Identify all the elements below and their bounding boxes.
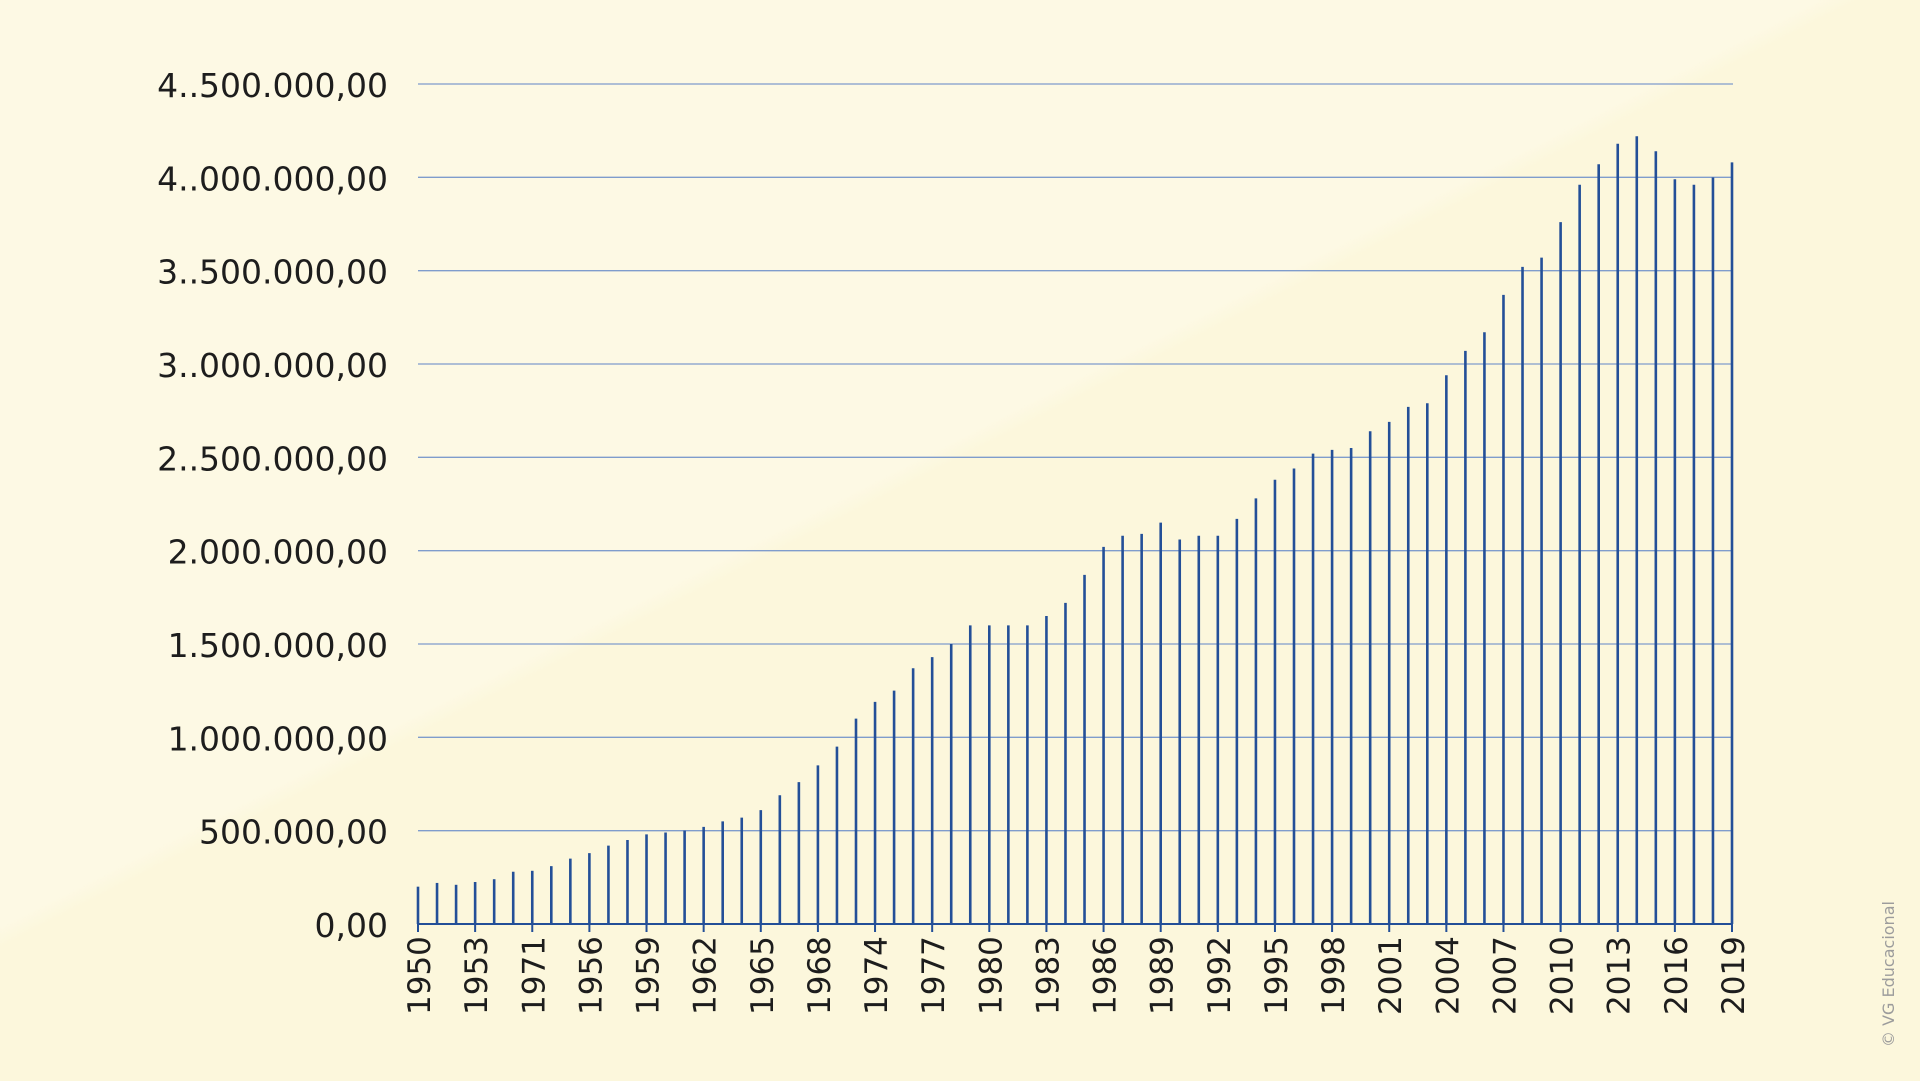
- x-tick-label: 1983: [1030, 936, 1066, 1015]
- x-tick-label: 1980: [973, 936, 1009, 1015]
- y-tick-label: 500.000,00: [199, 813, 388, 852]
- y-tick-label: 3..500.000,00: [157, 253, 388, 292]
- x-tick-label: 1977: [916, 936, 952, 1015]
- x-tick-label: 1965: [745, 936, 781, 1015]
- y-tick-label: 2..500.000,00: [157, 439, 388, 478]
- y-tick-label: 2.000.000,00: [168, 533, 388, 572]
- x-tick-label: 1968: [802, 936, 838, 1015]
- y-tick-label: 0,00: [315, 906, 388, 945]
- x-tick-label: 1956: [573, 936, 609, 1015]
- x-tick-label: 2007: [1487, 936, 1523, 1015]
- x-tick-label: 1962: [688, 936, 724, 1015]
- y-tick-label: 4..500.000,00: [157, 66, 388, 105]
- x-tick-label: 2013: [1602, 936, 1638, 1015]
- y-tick-label: 1.500.000,00: [168, 626, 388, 665]
- x-tick-label: 1959: [631, 936, 667, 1015]
- y-tick-label: 4..000.000,00: [157, 159, 388, 198]
- x-tick-label: 2004: [1430, 936, 1466, 1015]
- x-tick-label: 1995: [1259, 936, 1295, 1015]
- x-tick-label: 1992: [1202, 936, 1238, 1015]
- x-tick-label: 1998: [1316, 936, 1352, 1015]
- x-tick-label: 2010: [1545, 936, 1581, 1015]
- y-tick-label: 1.000.000,00: [168, 719, 388, 758]
- y-tick-label: 3..000.000,00: [157, 346, 388, 385]
- x-tick-label: 1950: [402, 936, 438, 1015]
- x-tick-label: 1971: [516, 936, 552, 1015]
- x-tick-label: 1989: [1145, 936, 1181, 1015]
- x-tick-label: 2001: [1373, 936, 1409, 1015]
- x-tick-label: 1986: [1088, 936, 1124, 1015]
- watermark: © VG Educacional: [1879, 901, 1898, 1047]
- x-tick-label: 1974: [859, 936, 895, 1015]
- x-tick-label: 1953: [459, 936, 495, 1015]
- x-tick-label: 2019: [1716, 936, 1752, 1015]
- x-tick-label: 2016: [1659, 936, 1695, 1015]
